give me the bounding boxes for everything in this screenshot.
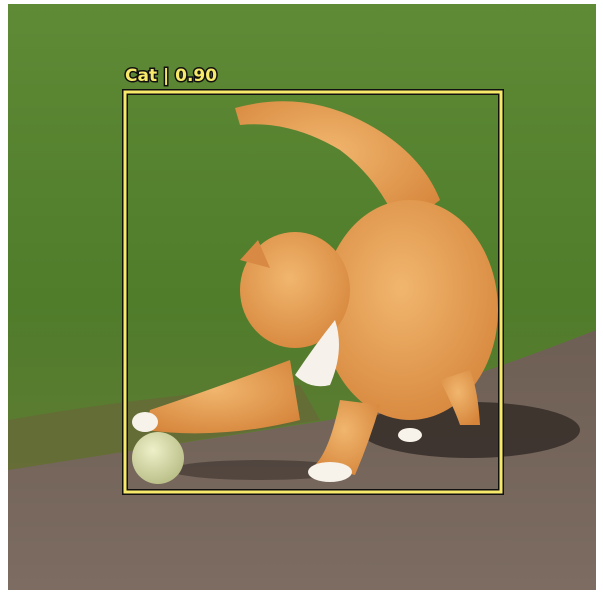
cat-ear bbox=[240, 240, 270, 268]
cat-chest bbox=[295, 320, 339, 387]
cat-head bbox=[240, 232, 350, 348]
cat-paw bbox=[308, 462, 352, 482]
detection-label: Cat | 0.90 bbox=[125, 66, 217, 86]
shadow bbox=[170, 460, 350, 480]
cat-tail bbox=[235, 101, 440, 230]
cat-paw bbox=[132, 412, 158, 432]
detection: Cat | 0.90 bbox=[122, 65, 504, 495]
cat-leg bbox=[440, 370, 480, 425]
cat-paw bbox=[398, 428, 422, 442]
cat bbox=[132, 101, 498, 482]
bounding-box bbox=[123, 90, 503, 494]
tennis-ball bbox=[132, 432, 184, 484]
cat-leg bbox=[145, 360, 300, 434]
cat-body bbox=[322, 200, 498, 420]
cat-leg bbox=[315, 400, 380, 475]
